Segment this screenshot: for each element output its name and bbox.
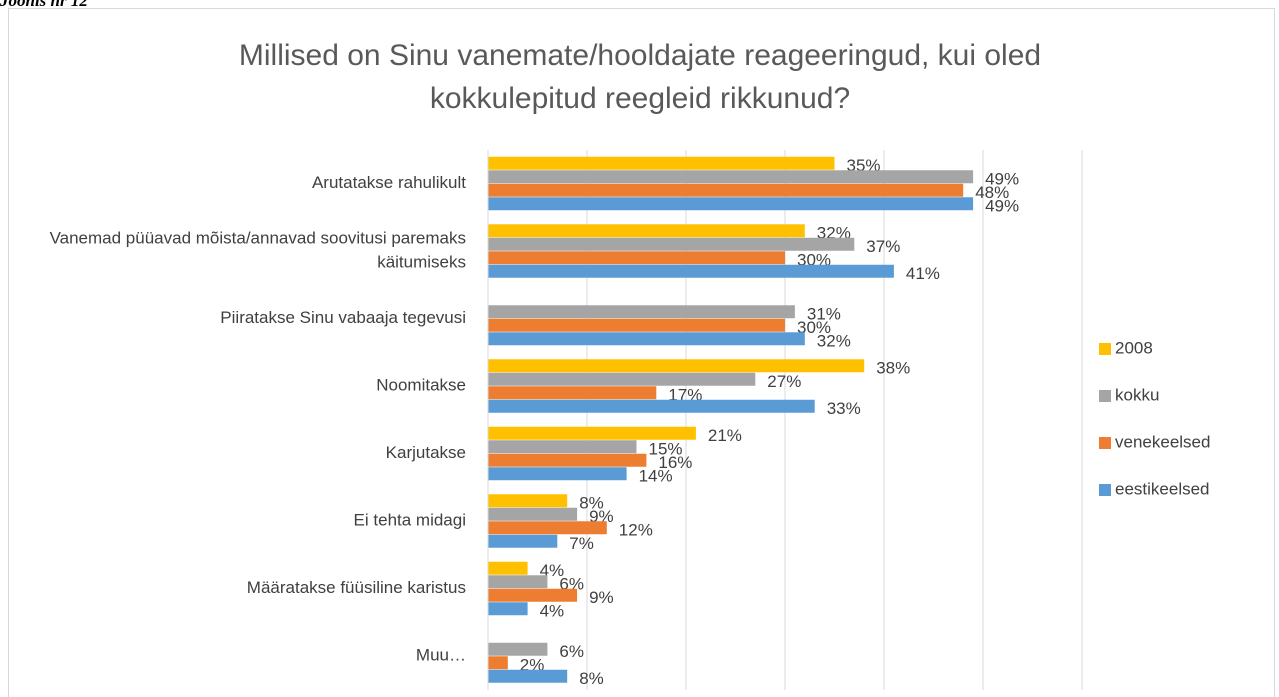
data-label: 6% xyxy=(559,574,584,593)
data-label: 15% xyxy=(649,439,683,458)
y-tick-label: Muu… xyxy=(416,646,466,665)
data-label: 8% xyxy=(579,669,604,688)
data-label: 4% xyxy=(540,601,565,620)
legend-label: 2008 xyxy=(1115,338,1153,357)
bar xyxy=(488,669,568,683)
bar xyxy=(488,332,805,346)
data-label: 30% xyxy=(797,250,831,269)
data-label: 4% xyxy=(540,561,565,580)
bar xyxy=(488,237,855,251)
data-label: 8% xyxy=(579,493,604,512)
data-label: 16% xyxy=(658,453,692,472)
data-label: 2% xyxy=(520,655,545,674)
bar xyxy=(488,426,696,440)
bar xyxy=(488,561,528,575)
data-label: 27% xyxy=(767,372,801,391)
bar xyxy=(488,386,657,400)
bar xyxy=(488,534,558,548)
legend-label: venekeelsed xyxy=(1115,432,1210,451)
data-label: 12% xyxy=(619,520,653,539)
data-label: 41% xyxy=(906,264,940,283)
data-label: 31% xyxy=(807,304,841,323)
data-label: 17% xyxy=(668,385,702,404)
bar xyxy=(488,251,785,265)
chart-title: Millised on Sinu vanemate/hooldajate rea… xyxy=(239,39,1041,115)
data-label: 9% xyxy=(589,507,614,526)
data-label: 14% xyxy=(639,466,673,485)
data-label: 48% xyxy=(975,183,1009,202)
data-label: 37% xyxy=(866,237,900,256)
bar xyxy=(488,440,637,454)
y-tick-label: Arutatakse rahulikult xyxy=(312,173,466,192)
data-label: 6% xyxy=(559,642,584,661)
legend-swatch xyxy=(1099,437,1111,449)
bar xyxy=(488,264,894,278)
data-label: 33% xyxy=(827,399,861,418)
legend-swatch xyxy=(1099,390,1111,402)
data-label: 21% xyxy=(708,426,742,445)
data-label: 38% xyxy=(876,358,910,377)
legend-swatch xyxy=(1099,484,1111,496)
bar xyxy=(488,359,865,373)
bar xyxy=(488,170,974,184)
bar xyxy=(488,521,607,535)
bar xyxy=(488,575,548,589)
legend-label: eestikeelsed xyxy=(1115,479,1210,498)
bar xyxy=(488,588,578,602)
y-tick-label: Piiratakse Sinu vabaaja tegevusi xyxy=(220,308,466,327)
bar xyxy=(488,318,785,332)
bar xyxy=(488,642,548,656)
bar xyxy=(488,197,974,211)
data-label: 49% xyxy=(985,196,1019,215)
y-tick-label: Vanemad püüavad mõista/annavad soovitusi… xyxy=(50,229,466,272)
bar xyxy=(488,453,647,467)
data-label: 9% xyxy=(589,588,614,607)
data-label: 7% xyxy=(569,534,594,553)
bar xyxy=(488,156,835,170)
data-label: 49% xyxy=(985,169,1019,188)
y-tick-label: Määratakse füüsiline karistus xyxy=(247,578,466,597)
bar xyxy=(488,372,756,386)
y-tick-label: Noomitakse xyxy=(376,376,466,395)
bar xyxy=(488,656,508,670)
data-label: 35% xyxy=(847,156,881,175)
data-label: 32% xyxy=(817,331,851,350)
bar xyxy=(488,399,815,413)
caption: Joonis nr 12 xyxy=(0,0,88,10)
bar xyxy=(488,183,964,197)
bar xyxy=(488,305,795,319)
legend-swatch xyxy=(1099,343,1111,355)
bar xyxy=(488,602,528,616)
y-tick-label: Karjutakse xyxy=(386,443,466,462)
bar xyxy=(488,467,627,481)
bar xyxy=(488,507,578,521)
bar xyxy=(488,494,568,508)
bar xyxy=(488,224,805,238)
data-label: 32% xyxy=(817,223,851,242)
data-label: 30% xyxy=(797,318,831,337)
chart-frame xyxy=(8,8,1275,697)
legend-label: kokku xyxy=(1115,385,1159,404)
y-tick-label: Ei tehta midagi xyxy=(354,511,466,530)
